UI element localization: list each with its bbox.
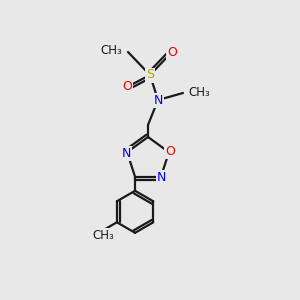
Text: CH₃: CH₃ [92, 229, 114, 242]
Text: O: O [167, 46, 177, 59]
Text: N: N [157, 171, 167, 184]
Text: N: N [122, 147, 131, 160]
Text: O: O [165, 145, 175, 158]
Text: N: N [153, 94, 163, 106]
Text: O: O [122, 80, 132, 94]
Text: S: S [146, 68, 154, 82]
Text: CH₃: CH₃ [188, 85, 210, 98]
Text: CH₃: CH₃ [100, 44, 122, 58]
